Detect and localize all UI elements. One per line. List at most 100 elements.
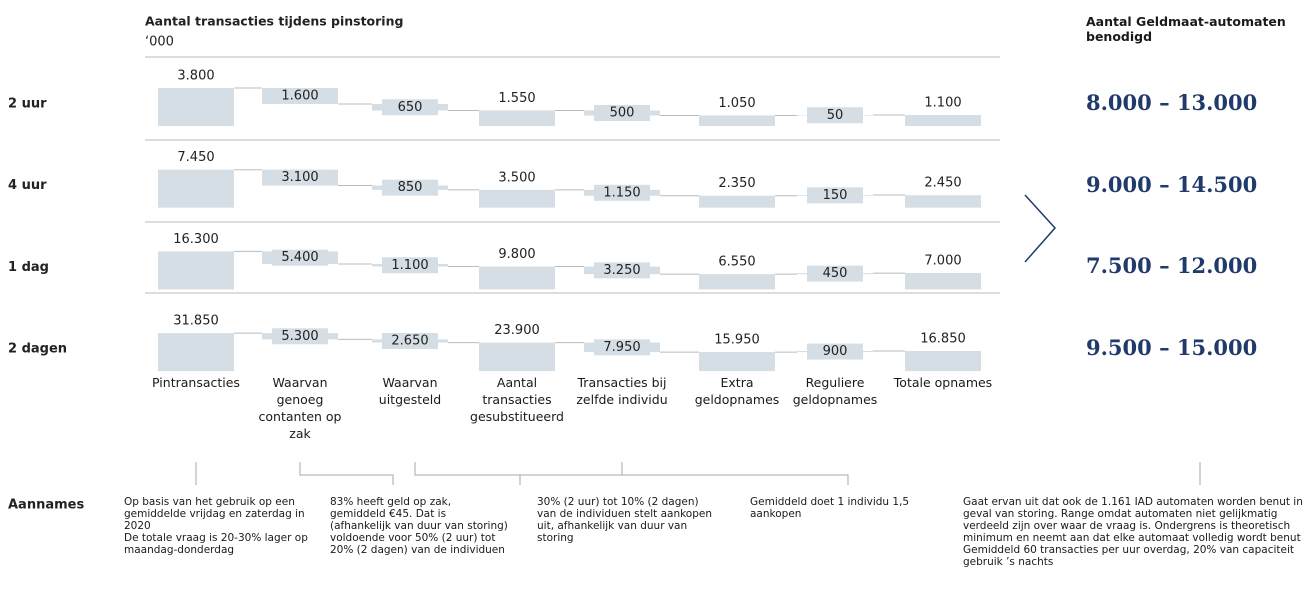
bar [158, 169, 234, 208]
category-label: Extra geldopnames [694, 375, 780, 407]
value-label: 850 [398, 180, 423, 195]
note-text: Gaat ervan uit dat ook de 1.161 IAD auto… [963, 496, 1303, 544]
note-text: De totale vraag is 20-30% lager op maand… [124, 532, 308, 556]
bar [479, 189, 555, 208]
note: Op basis van het gebruik op een gemiddel… [124, 496, 309, 556]
label-box [594, 339, 650, 356]
note: 30% (2 uur) tot 10% (2 dagen) van de ind… [537, 496, 712, 544]
label-box [807, 265, 863, 282]
row-label: 4 uur [8, 178, 47, 193]
value-label: 1.150 [603, 185, 640, 200]
value-label: 7.450 [177, 150, 214, 165]
value-label: 23.900 [494, 323, 540, 338]
value-label: 2.650 [391, 334, 428, 349]
value-label: 450 [823, 266, 848, 281]
value-label: 31.850 [173, 314, 219, 329]
bar [699, 352, 775, 372]
bar [158, 88, 234, 126]
bar [158, 251, 234, 290]
value-label: 16.300 [173, 232, 219, 247]
category-label: Reguliere geldopnames [792, 375, 878, 407]
value-label: 3.250 [603, 263, 640, 278]
category-label: Waarvan genoeg contanten op zak [258, 375, 342, 441]
bar [699, 274, 775, 290]
bar [905, 350, 981, 372]
bar [699, 115, 775, 126]
label-box [594, 105, 650, 121]
value-label: 3.800 [177, 69, 214, 84]
label-box [807, 107, 863, 124]
note-text: Op basis van het gebruik op een gemiddel… [124, 496, 305, 532]
value-label: 50 [827, 108, 844, 123]
value-label: 900 [823, 344, 848, 359]
bar [479, 110, 555, 126]
category-label: Aantal transacties gesubstitueerd [470, 375, 564, 424]
bar [479, 266, 555, 290]
arrow [1024, 194, 1057, 263]
category-label: Waarvan uitgesteld [378, 375, 442, 407]
category-label: Totale opnames [893, 375, 993, 390]
result: 7.500 – 12.000 [1086, 253, 1258, 279]
category-label: Transacties bij zelfde individu [576, 375, 668, 407]
note: Gaat ervan uit dat ook de 1.161 IAD auto… [963, 496, 1313, 568]
value-label: 650 [398, 100, 423, 115]
label-box [272, 88, 328, 104]
label-box [382, 333, 438, 350]
value-label: 150 [823, 188, 848, 203]
value-label: 3.500 [498, 170, 535, 185]
bar [905, 115, 981, 126]
note-text: 30% (2 uur) tot 10% (2 dagen) van de ind… [537, 496, 713, 544]
value-label: 1.100 [391, 258, 428, 273]
label-box [272, 169, 328, 186]
value-label: 15.950 [714, 333, 760, 348]
brackets [195, 462, 1201, 485]
label-box [807, 187, 863, 204]
value-label: 5.300 [281, 329, 318, 344]
row-label: 1 dag [8, 260, 49, 275]
units: ‘000 [145, 35, 174, 50]
label-box [272, 249, 328, 266]
row-label: 2 uur [8, 97, 47, 112]
label-box [594, 262, 650, 279]
result: 9.500 – 15.000 [1086, 335, 1258, 361]
label-box [382, 99, 438, 116]
value-label: 9.800 [498, 247, 535, 262]
value-label: 500 [610, 106, 635, 121]
result-title: Aantal Geldmaat-automaten benodigd [1086, 14, 1286, 44]
result: 9.000 – 14.500 [1086, 171, 1258, 197]
note-text: Gemiddeld 60 transacties per uur overdag… [963, 544, 1294, 568]
bar [905, 195, 981, 208]
value-label: 7.950 [603, 340, 640, 355]
value-label: 1.050 [718, 96, 755, 111]
note-text: 83% heeft geld op zak, gemiddeld €45. Da… [330, 496, 508, 556]
value-label: 1.600 [281, 89, 318, 104]
bar [905, 273, 981, 290]
value-label: 3.100 [281, 170, 318, 185]
bar [158, 333, 234, 372]
result: 8.000 – 13.000 [1086, 90, 1258, 115]
note: Gemiddeld doet 1 individu 1,5 aankopen [750, 496, 910, 520]
value-label: 16.850 [920, 331, 966, 346]
value-label: 1.550 [498, 91, 535, 106]
note-text: Gemiddeld doet 1 individu 1,5 aankopen [750, 496, 910, 520]
value-label: 5.400 [281, 250, 318, 265]
bar [479, 342, 555, 372]
label-box [382, 257, 438, 274]
bar [699, 195, 775, 208]
label-box [272, 328, 328, 345]
value-label: 6.550 [718, 255, 755, 270]
value-label: 2.350 [718, 176, 755, 191]
note: 83% heeft geld op zak, gemiddeld €45. Da… [330, 496, 510, 556]
value-label: 7.000 [924, 254, 961, 269]
chart-title: Aantal transacties tijdens pinstoring [145, 14, 403, 29]
category-label: Pintransacties [152, 375, 240, 390]
notes-title: Aannames [8, 498, 84, 513]
row-label: 2 dagen [8, 342, 67, 357]
label-box [594, 184, 650, 201]
label-box [382, 179, 438, 196]
value-label: 2.450 [924, 176, 961, 191]
label-box [807, 343, 863, 360]
value-label: 1.100 [924, 96, 961, 111]
